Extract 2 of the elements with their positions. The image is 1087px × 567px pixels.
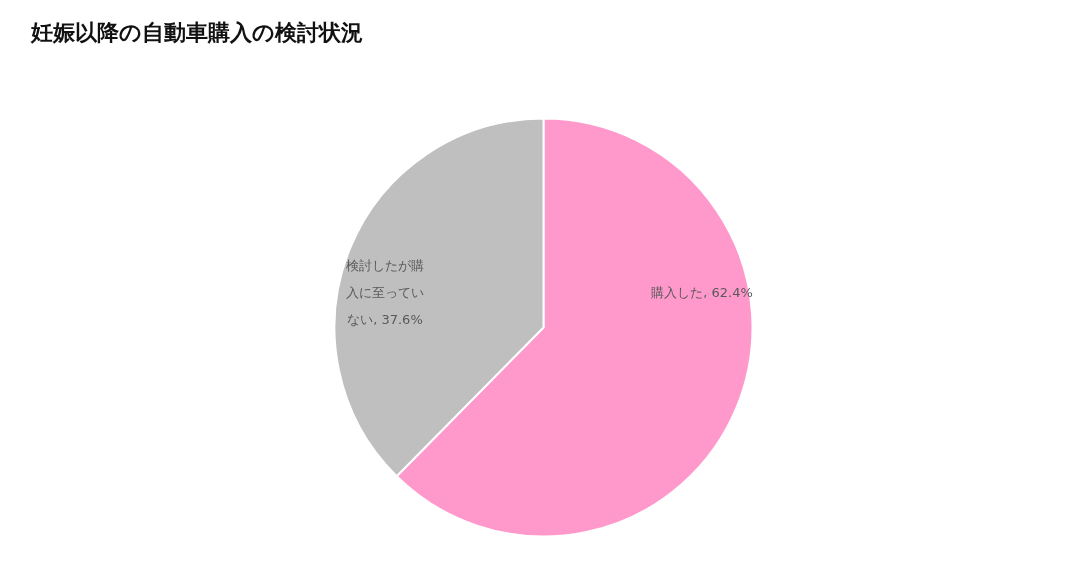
slice-label: 検討したが購入に至っていない, 37.6% xyxy=(345,258,424,327)
chart-title: 妊娠以降の自動車購入の検討状況 xyxy=(29,20,363,45)
